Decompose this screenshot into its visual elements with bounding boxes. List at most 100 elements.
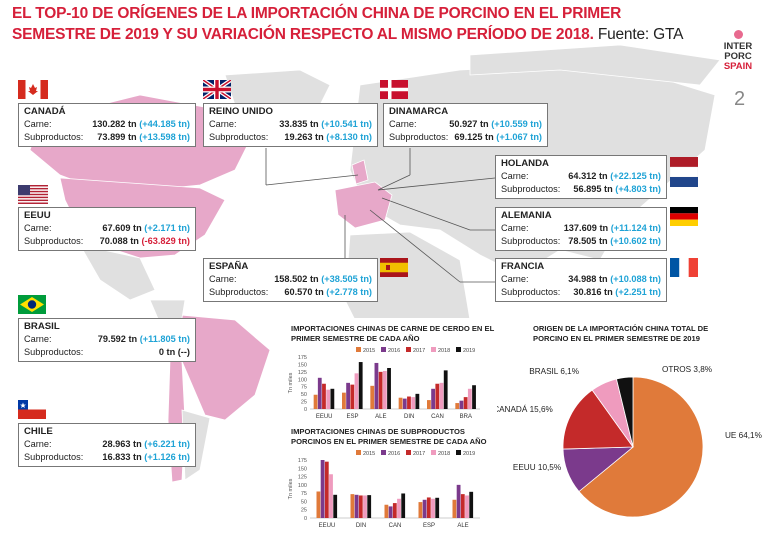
bar-esp-2018 — [354, 373, 359, 409]
subproductos-label: Subproductos: — [24, 131, 84, 142]
siberia-shape — [469, 44, 721, 86]
subproductos-variation: (+1.067 tn) — [496, 131, 542, 142]
subproductos-label: Subproductos: — [209, 286, 269, 297]
y-tick-label: 50 — [301, 499, 307, 505]
bar-eeuu-2016 — [317, 377, 322, 409]
legend-label: 2018 — [438, 348, 450, 354]
x-tick-label: DIN — [404, 414, 414, 420]
bar-bra-2019 — [472, 385, 476, 409]
bar-esp-2016 — [346, 382, 350, 409]
pie-slice-otros — [615, 376, 634, 448]
y-tick-label: 150 — [298, 362, 307, 368]
x-tick-label: ESP — [423, 523, 435, 529]
y-tick-label: 50 — [301, 392, 307, 398]
legend-label: 2017 — [413, 348, 425, 354]
carne-label: Carne: — [209, 119, 237, 129]
bar-eeuu-2017 — [324, 461, 329, 518]
country-box-alemania: ALEMANIA Carne: 137.609 tn (+11.124 tn) S… — [495, 207, 667, 251]
legend-swatch — [406, 450, 411, 455]
pie-label-ue: UE 64,1% — [725, 431, 762, 440]
bar-eeuu-2019 — [333, 494, 338, 518]
carne-variation: (+10.541 tn) — [321, 119, 372, 129]
country-box-reino-unido: REINO UNIDO Carne: 33.835 tn (+10.541 tn)… — [203, 103, 378, 147]
y-tick-label: 175 — [298, 355, 307, 361]
bar-din-2015 — [398, 397, 403, 409]
page-title: EL TOP-10 DE ORÍGENES DE LA IMPORTACIÓN … — [12, 3, 702, 45]
netherlands-flag-icon — [670, 157, 698, 187]
legend-swatch — [356, 450, 361, 455]
country-box-francia: FRANCIA Carne: 34.988 tn (+10.088 tn) Sub… — [495, 258, 667, 302]
carne-variation: (+11.805 tn) — [139, 334, 190, 344]
y-tick-label: 150 — [298, 466, 307, 472]
bar-can-2019 — [443, 370, 448, 409]
y-axis-label: Tn miles — [288, 478, 294, 499]
bar-din-2019 — [367, 495, 372, 518]
bar-bra-2017 — [463, 397, 468, 409]
bar-can-2018 — [439, 382, 444, 409]
carne-label: Carne: — [501, 223, 529, 233]
mexico-shape — [79, 244, 156, 301]
x-tick-label: ESP — [346, 414, 358, 420]
bar-din-2019 — [415, 393, 420, 409]
bar-esp-2017 — [426, 497, 431, 518]
legend-label: 2015 — [363, 451, 375, 457]
legend-label: 2018 — [438, 451, 450, 457]
country-box-chile: CHILE Carne: 28.963 tn (+6.221 tn) Subpro… — [18, 423, 196, 467]
carne-value: 79.592 tn — [97, 334, 138, 344]
bar-ale-2016 — [374, 362, 379, 409]
y-tick-label: 75 — [301, 385, 307, 391]
bar-esp-2015 — [418, 502, 423, 518]
france-flag-icon — [670, 258, 698, 277]
carne-label: Carne: — [209, 274, 237, 284]
y-tick-label: 125 — [298, 370, 307, 376]
bar-can-2015 — [427, 400, 431, 409]
bar-ale-2019 — [469, 491, 474, 518]
bar-din-2016 — [354, 494, 359, 518]
interporc-logo: INTER PORC SPAIN — [716, 30, 760, 72]
x-tick-label: ALE — [457, 523, 468, 529]
subproductos-variation: (--) — [177, 346, 190, 357]
legend-label: 2016 — [388, 348, 400, 354]
subproductos-variation: (+2.778 tn) — [326, 286, 372, 297]
bar-esp-2017 — [350, 384, 355, 409]
y-tick-label: 175 — [298, 458, 307, 464]
country-box-brasil: BRASIL Carne: 79.592 tn (+11.805 tn) Subp… — [18, 318, 196, 362]
carne-value: 50.927 tn — [449, 119, 489, 129]
subproductos-label: Subproductos: — [209, 131, 269, 142]
carne-variation: (+11.124 tn) — [610, 223, 661, 233]
subproductos-value: 69.125 tn — [454, 131, 494, 142]
bar-ale-2015 — [370, 385, 375, 409]
pie-slice-ue — [578, 376, 704, 518]
legend-label: 2019 — [463, 451, 475, 457]
x-tick-label: CAN — [389, 523, 402, 529]
bar-can-2016 — [388, 506, 393, 518]
subproductos-value: 70.088 tn — [99, 235, 139, 246]
bar-can-2018 — [397, 498, 401, 518]
chart1-title: IMPORTACIONES CHINAS DE CARNE DE CERDO E… — [291, 324, 495, 343]
brazil-flag-icon — [18, 295, 46, 314]
logo-line1: INTER — [723, 41, 753, 52]
x-tick-label: DIN — [356, 523, 366, 529]
country-name: HOLANDA — [501, 158, 549, 169]
bar-can-2015 — [384, 504, 389, 518]
carne-variation: (+10.088 tn) — [610, 274, 661, 284]
pie-label-eeuu: EEUU 10,5% — [513, 463, 561, 472]
bar-bra-2018 — [467, 388, 472, 409]
carne-label: Carne: — [24, 223, 52, 233]
carne-value: 158.502 tn — [274, 274, 319, 284]
legend-label: 2017 — [413, 451, 425, 457]
bar-ale-2017 — [460, 494, 465, 518]
country-name: ALEMANIA — [501, 210, 552, 221]
country-name: ESPAÑA — [209, 261, 249, 272]
subproductos-value: 19.263 tn — [284, 131, 324, 142]
usa-flag-icon — [18, 185, 48, 204]
spain-flag-icon — [380, 258, 408, 277]
carne-variation: (+10.559 tn) — [491, 119, 542, 129]
bar-din-2017 — [358, 495, 363, 518]
logo-dot-icon — [733, 30, 743, 39]
subproductos-label: Subproductos: — [501, 286, 561, 297]
bar-eeuu-2016 — [320, 460, 325, 518]
carne-value: 130.282 tn — [92, 119, 137, 129]
pie-slice-canadá — [562, 389, 634, 450]
subproductos-value: 56.895 tn — [573, 183, 613, 194]
